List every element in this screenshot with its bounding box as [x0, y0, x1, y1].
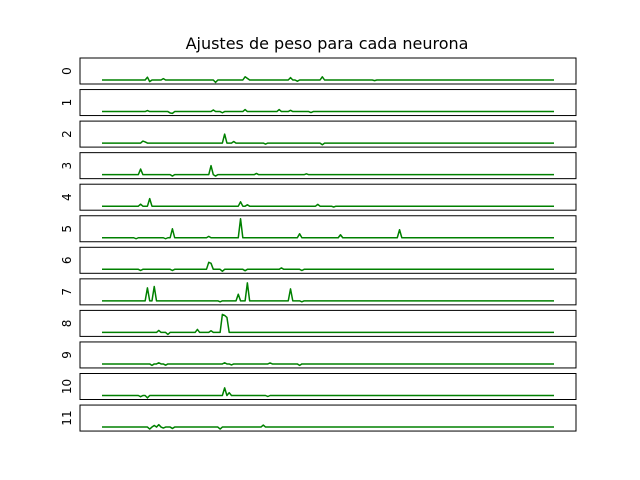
subplot-label-5: 5	[60, 225, 74, 233]
subplot-panels: 0 1 2 3 4 5 6 7 8 9 10 11	[60, 57, 577, 432]
series-line-9	[102, 362, 554, 367]
series-line-5	[102, 218, 554, 240]
series-line-8	[102, 313, 554, 336]
subplot-label-8: 8	[60, 320, 74, 328]
subplot-label-4: 4	[60, 193, 74, 201]
subplot-frame-5	[79, 215, 577, 243]
chart-title: Ajustes de peso para cada neurona	[186, 34, 469, 53]
series-line-1	[102, 108, 554, 115]
subplot-frame-9	[79, 341, 577, 369]
series-line-3	[102, 164, 554, 177]
subplot-frame-2	[79, 120, 577, 148]
subplot-label-10: 10	[60, 379, 74, 394]
subplot-label-6: 6	[60, 256, 74, 264]
subplot-frame-11	[79, 404, 577, 432]
subplot-frame-6	[79, 246, 577, 274]
subplot-frame-1	[79, 89, 577, 117]
series-line-2	[102, 133, 554, 146]
series-line-4	[102, 197, 554, 208]
subplot-frame-10	[79, 373, 577, 400]
subplot-label-7: 7	[60, 288, 74, 296]
subplot-label-0: 0	[60, 67, 74, 75]
series-line-6	[102, 261, 554, 273]
subplot-label-1: 1	[60, 99, 74, 107]
subplot-label-9: 9	[60, 351, 74, 359]
subplot-label-11: 11	[60, 410, 74, 425]
series-line-7	[102, 282, 554, 303]
series-line-10	[102, 387, 554, 399]
subplot-frame-7	[79, 278, 577, 306]
series-line-0	[102, 76, 554, 84]
subplot-frame-8	[79, 309, 577, 337]
series-line-11	[102, 423, 554, 430]
subplot-label-2: 2	[60, 130, 74, 138]
subplot-label-3: 3	[60, 162, 74, 170]
subplot-frame-4	[79, 183, 577, 211]
subplot-frame-0	[79, 57, 577, 85]
subplot-frame-3	[79, 152, 577, 180]
